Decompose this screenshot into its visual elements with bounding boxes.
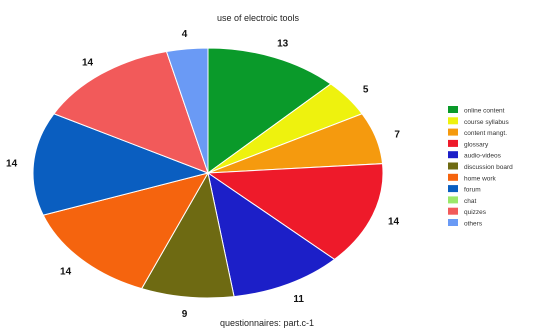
slice-value-label: 11 [293,294,304,305]
pie-slice-forum [32,113,210,216]
legend-swatch [448,219,458,226]
pie-slice-online-content [207,47,332,174]
slice-value-label: 14 [388,217,400,228]
legend-label: home work [464,175,497,182]
slice-value-label: 9 [182,309,188,320]
legend-label: forum [464,187,481,194]
legend-swatch [448,173,458,181]
legend-label: chat [464,198,476,205]
slice-value-label: 14 [82,58,94,69]
legend-swatch [448,139,458,147]
legend-swatch [448,106,458,113]
pie-slice-discussion-board [140,171,235,299]
legend-swatch [448,196,458,204]
legend: online content course syllabus content man… [448,106,513,228]
chart-caption: questionnaires: part.c-1 [220,318,314,328]
slice-value-label: 5 [363,84,369,95]
slice-value-label: 14 [6,159,18,170]
legend-label: course syllabus [464,119,510,126]
slice-value-label: 7 [394,130,400,141]
pie-slice-glossary [206,163,384,260]
slice-value-label: 4 [182,29,188,40]
pie-slice-quizzes [53,50,209,174]
chart-title: use of electroic tools [217,13,300,23]
legend-swatch [448,185,458,193]
slice-labels: 13 5 7 14 11 9 14 14 14 4 [6,29,400,320]
legend-label: glossary [464,141,489,148]
legend-label: others [464,221,483,228]
legend-swatch [448,151,458,159]
pie-slices [32,47,384,299]
slice-value-label: 14 [60,266,72,277]
slice-value-label: 13 [277,39,289,50]
pie-slice-others [165,47,209,174]
legend-label: discussion board [464,164,513,171]
pie-slice-home-work [42,172,210,290]
legend-swatch [448,207,458,215]
legend-label: quizzes [464,209,487,216]
legend-swatch [448,117,458,125]
legend-label: content mangt. [464,130,507,137]
legend-label: audio-videos [464,153,502,160]
legend-swatch [448,128,458,136]
legend-swatch [448,162,458,170]
pie-slice-audio-videos [207,171,336,298]
legend-label: online content [464,108,505,115]
